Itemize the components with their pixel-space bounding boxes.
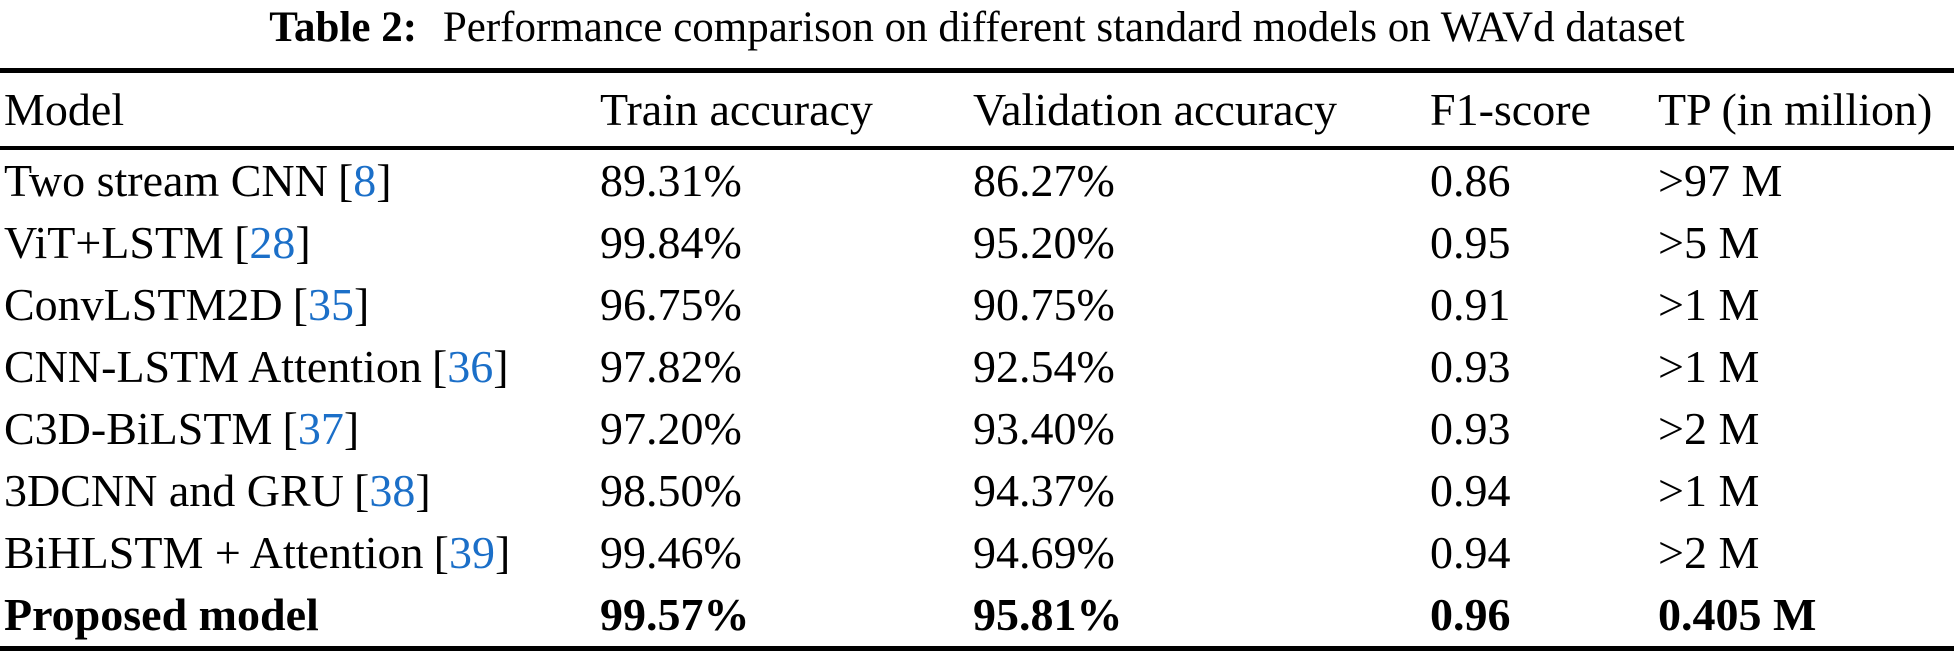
- model-name: CNN-LSTM Attention: [4, 341, 422, 392]
- column-header-tp-in-million: TP (in million): [1658, 83, 1933, 135]
- column-header-validation-accuracy: Validation accuracy: [973, 83, 1337, 135]
- f1-score-cell: 0.91: [1430, 279, 1511, 330]
- f1-score-cell: 0.96: [1430, 589, 1511, 640]
- train-accuracy-cell: 99.84%: [600, 217, 742, 268]
- f1-score-cell: 0.94: [1430, 527, 1511, 578]
- validation-accuracy-cell: 94.69%: [973, 527, 1115, 578]
- citation-close-bracket: ]: [343, 403, 360, 454]
- train-accuracy-cell: 98.50%: [600, 465, 742, 516]
- f1-score-cell: 0.93: [1430, 403, 1511, 454]
- caption-label: Table 2:: [269, 4, 418, 51]
- tp-cell: >2 M: [1658, 527, 1760, 578]
- train-accuracy-cell: 99.46%: [600, 527, 742, 578]
- table-row: Two stream CNN [8] 89.31% 86.27% 0.86 >97…: [0, 150, 1954, 212]
- citation-open-bracket: [: [337, 155, 354, 206]
- model-cell: BiHLSTM + Attention [39]: [4, 530, 600, 576]
- citation-close-bracket: ]: [494, 527, 511, 578]
- table-row: 3DCNN and GRU [38] 98.50% 94.37% 0.94 >1 …: [0, 460, 1954, 522]
- citation: [28]: [234, 217, 311, 268]
- citation-open-bracket: [: [433, 527, 449, 578]
- model-cell: CNN-LSTM Attention [36]: [4, 344, 600, 390]
- tp-cell: >1 M: [1658, 465, 1760, 516]
- citation-close-bracket: ]: [354, 279, 370, 330]
- tp-cell: >5 M: [1658, 217, 1760, 268]
- table-row: CNN-LSTM Attention [36] 97.82% 92.54% 0.9…: [0, 336, 1954, 398]
- citation: [35]: [293, 279, 370, 330]
- citation-link[interactable]: 38: [369, 465, 416, 516]
- table-header-rule: [0, 146, 1954, 150]
- citation-link[interactable]: 8: [353, 155, 377, 206]
- validation-accuracy-cell: 93.40%: [973, 403, 1115, 454]
- citation-link[interactable]: 28: [249, 217, 296, 268]
- model-cell: Two stream CNN [8]: [4, 158, 600, 204]
- validation-accuracy-cell: 95.20%: [973, 217, 1115, 268]
- citation-open-bracket: [: [282, 403, 298, 454]
- train-accuracy-cell: 97.82%: [600, 341, 742, 392]
- citation-link[interactable]: 37: [297, 403, 344, 454]
- table-header-row: Model Train accuracy Validation accuracy…: [0, 73, 1954, 146]
- tp-cell: >1 M: [1658, 279, 1760, 330]
- model-cell: ViT+LSTM [28]: [4, 220, 600, 266]
- table-row: ConvLSTM2D [35] 96.75% 90.75% 0.91 >1 M: [0, 274, 1954, 336]
- table-caption: Table 2: Performance comparison on differ…: [0, 0, 1954, 68]
- model-name: C3D-BiLSTM: [4, 403, 273, 454]
- validation-accuracy-cell: 86.27%: [973, 155, 1115, 206]
- tp-cell: >1 M: [1658, 341, 1760, 392]
- citation-link[interactable]: 39: [448, 527, 495, 578]
- citation-open-bracket: [: [354, 465, 370, 516]
- table-row: Proposed model 99.57% 95.81% 0.96 0.405 …: [0, 584, 1954, 646]
- citation-open-bracket: [: [292, 279, 309, 330]
- model-name: Proposed model: [4, 589, 319, 640]
- column-header-f1-score: F1-score: [1430, 83, 1591, 135]
- table-top-rule: [0, 68, 1954, 73]
- citation: [8]: [338, 155, 392, 206]
- table-body: Two stream CNN [8] 89.31% 86.27% 0.86 >97…: [0, 150, 1954, 646]
- table-row: ViT+LSTM [28] 99.84% 95.20% 0.95 >5 M: [0, 212, 1954, 274]
- table-row: C3D-BiLSTM [37] 97.20% 93.40% 0.93 >2 M: [0, 398, 1954, 460]
- tp-cell: >2 M: [1658, 403, 1760, 454]
- citation: [37]: [282, 403, 359, 454]
- citation-close-bracket: ]: [493, 341, 509, 392]
- citation: [36]: [432, 341, 509, 392]
- citation-link[interactable]: 36: [447, 341, 494, 392]
- train-accuracy-cell: 99.57%: [600, 589, 750, 640]
- model-name: ViT+LSTM: [4, 217, 224, 268]
- validation-accuracy-cell: 90.75%: [973, 279, 1115, 330]
- model-cell: 3DCNN and GRU [38]: [4, 468, 600, 514]
- train-accuracy-cell: 97.20%: [600, 403, 742, 454]
- citation-close-bracket: ]: [415, 465, 431, 516]
- tp-cell: 0.405 M: [1658, 589, 1817, 640]
- f1-score-cell: 0.93: [1430, 341, 1511, 392]
- citation-open-bracket: [: [431, 341, 448, 392]
- citation: [38]: [354, 465, 431, 516]
- f1-score-cell: 0.95: [1430, 217, 1511, 268]
- citation-link[interactable]: 35: [308, 279, 355, 330]
- validation-accuracy-cell: 92.54%: [973, 341, 1115, 392]
- citation-close-bracket: ]: [295, 217, 311, 268]
- model-name: BiHLSTM + Attention: [4, 527, 424, 578]
- model-cell: Proposed model: [4, 592, 600, 638]
- model-cell: ConvLSTM2D [35]: [4, 282, 600, 328]
- column-header-train-accuracy: Train accuracy: [600, 83, 873, 135]
- citation-close-bracket: ]: [376, 155, 392, 206]
- citation-open-bracket: [: [234, 217, 250, 268]
- model-name: ConvLSTM2D: [4, 279, 283, 330]
- validation-accuracy-cell: 95.81%: [973, 589, 1123, 640]
- table-row: BiHLSTM + Attention [39] 99.46% 94.69% 0.…: [0, 522, 1954, 584]
- model-name: Two stream CNN: [4, 155, 328, 206]
- train-accuracy-cell: 89.31%: [600, 155, 742, 206]
- validation-accuracy-cell: 94.37%: [973, 465, 1115, 516]
- train-accuracy-cell: 96.75%: [600, 279, 742, 330]
- table-bottom-rule: [0, 646, 1954, 651]
- column-header-model: Model: [4, 83, 125, 135]
- model-cell: C3D-BiLSTM [37]: [4, 406, 600, 452]
- caption-text: Performance comparison on different stan…: [442, 4, 1685, 51]
- model-name: 3DCNN and GRU: [4, 465, 344, 516]
- citation: [39]: [434, 527, 511, 578]
- f1-score-cell: 0.94: [1430, 465, 1511, 516]
- f1-score-cell: 0.86: [1430, 155, 1511, 206]
- tp-cell: >97 M: [1658, 155, 1783, 206]
